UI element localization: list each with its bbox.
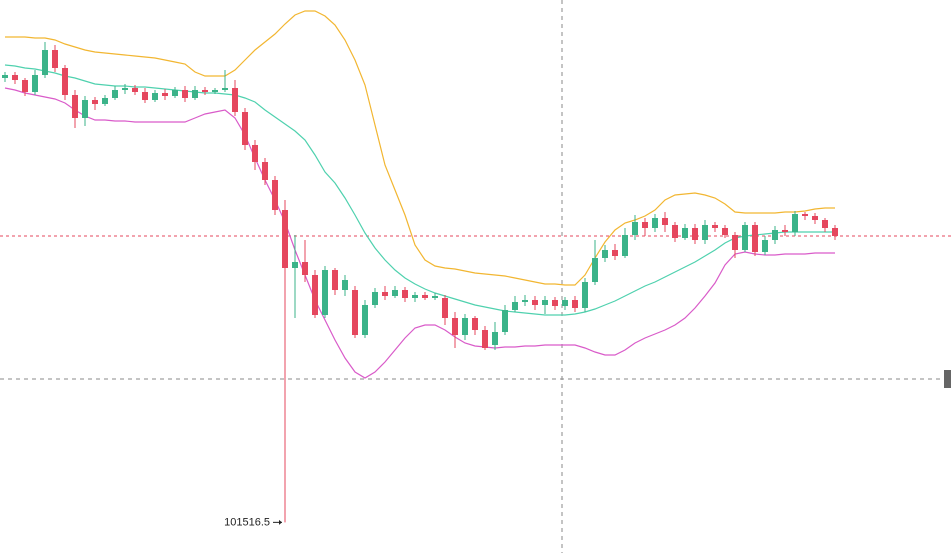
- candle-body: [532, 300, 538, 305]
- candle-body: [402, 290, 408, 298]
- candle-body: [362, 305, 368, 335]
- candle-body: [242, 112, 248, 145]
- candle-body: [272, 180, 278, 210]
- band-line: [4, 87, 835, 379]
- candle-body: [312, 275, 318, 315]
- candle-body: [782, 230, 788, 232]
- candle-body: [342, 280, 348, 290]
- candle-body: [592, 258, 598, 282]
- candle-body: [252, 145, 258, 162]
- candle-body: [802, 214, 808, 216]
- candle-body: [122, 88, 128, 90]
- candle-body: [572, 300, 578, 308]
- candle-body: [822, 220, 828, 228]
- candle-body: [512, 302, 518, 310]
- candle-body: [192, 90, 198, 98]
- candle-body: [132, 88, 138, 92]
- candle-body: [762, 240, 768, 252]
- candle-body: [2, 75, 8, 78]
- candle-body: [752, 225, 758, 252]
- low-arrow-head: [279, 519, 282, 525]
- candle-body: [612, 250, 618, 256]
- band-line: [5, 10, 835, 286]
- candle-body: [602, 250, 608, 258]
- candle-body: [702, 225, 708, 240]
- candle-body: [712, 225, 718, 228]
- candle-body: [42, 50, 48, 75]
- candle-body: [262, 162, 268, 180]
- candle-body: [212, 90, 218, 92]
- candle-body: [382, 292, 388, 296]
- candle-body: [112, 90, 118, 98]
- candle-body: [422, 295, 428, 298]
- plot: 101516.5: [0, 10, 951, 528]
- low-label: 101516.5: [224, 516, 270, 528]
- candle-body: [12, 75, 18, 80]
- candle-body: [232, 88, 238, 112]
- candle-body: [682, 228, 688, 238]
- candle-body: [322, 270, 328, 315]
- candle-body: [582, 282, 588, 308]
- candle-body: [432, 296, 438, 298]
- candle-body: [452, 318, 458, 335]
- candle-body: [92, 100, 98, 104]
- candle-body: [302, 262, 308, 275]
- candle-body: [642, 222, 648, 228]
- candle-body: [732, 235, 738, 250]
- band-line: [4, 64, 835, 316]
- candle-body: [412, 295, 418, 298]
- candle-body: [172, 90, 178, 96]
- candle-body: [32, 75, 38, 92]
- candle-body: [152, 93, 158, 100]
- candle-body: [392, 290, 398, 296]
- candle-body: [662, 218, 668, 225]
- candle-body: [622, 235, 628, 256]
- candle-body: [492, 332, 498, 345]
- candle-body: [102, 98, 108, 104]
- candle-body: [62, 68, 68, 95]
- candle-body: [692, 228, 698, 240]
- candle-body: [672, 225, 678, 238]
- candle-body: [372, 292, 378, 305]
- candle-body: [52, 50, 58, 68]
- candle-body: [562, 300, 568, 306]
- crosshair-tag: [944, 370, 951, 388]
- candle-body: [792, 214, 798, 232]
- candle-body: [72, 95, 78, 118]
- candle-body: [22, 80, 28, 92]
- candle-body: [142, 92, 148, 100]
- candle-body: [292, 262, 298, 268]
- candle-body: [82, 100, 88, 118]
- candle-body: [742, 225, 748, 250]
- candle-body: [652, 218, 658, 228]
- candle-body: [812, 216, 818, 220]
- candle-body: [472, 318, 478, 330]
- candle-body: [522, 300, 528, 302]
- candle-body: [502, 310, 508, 332]
- candle-body: [832, 228, 838, 236]
- candle-body: [202, 90, 208, 92]
- candle-body: [632, 222, 638, 235]
- candle-body: [352, 290, 358, 335]
- candle-body: [222, 88, 228, 90]
- candle-body: [162, 93, 168, 96]
- candle-body: [542, 300, 548, 305]
- candle-body: [182, 90, 188, 98]
- candle-body: [482, 330, 488, 348]
- candle-body: [772, 230, 778, 240]
- candle-body: [462, 318, 468, 335]
- candle-body: [722, 228, 728, 235]
- candle-body: [442, 298, 448, 318]
- candle-body: [552, 300, 558, 306]
- candle-body: [332, 270, 338, 290]
- candle-body: [282, 210, 288, 268]
